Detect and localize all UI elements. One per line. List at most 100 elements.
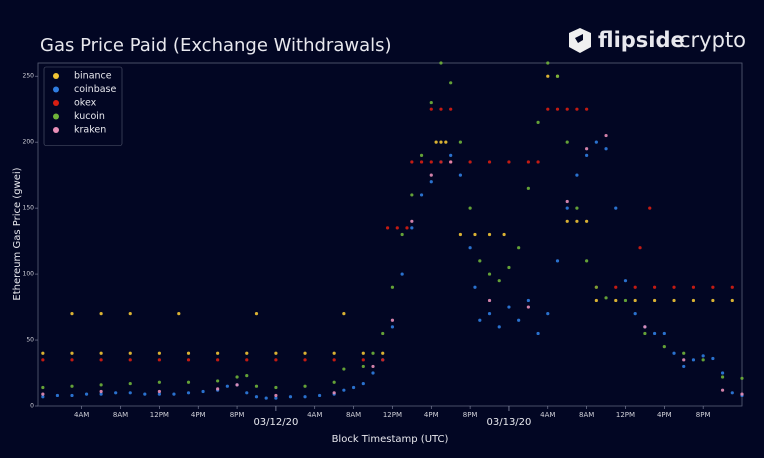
point xyxy=(439,140,443,144)
point xyxy=(585,219,589,223)
point xyxy=(84,392,89,396)
point xyxy=(371,364,375,369)
x-axis-label: Block Timestamp (UTC) xyxy=(332,434,449,445)
point xyxy=(458,140,462,144)
point xyxy=(303,384,307,388)
point xyxy=(478,259,482,263)
point xyxy=(419,153,424,157)
point xyxy=(410,160,414,164)
x-tick-label: 8AM xyxy=(579,411,594,419)
point xyxy=(434,140,438,144)
x-tick-label: 8PM xyxy=(230,411,245,419)
point xyxy=(730,391,734,395)
point xyxy=(70,358,74,362)
point xyxy=(468,246,472,250)
point xyxy=(70,351,74,355)
legend-marker xyxy=(53,73,59,79)
point xyxy=(682,358,686,362)
x-tick-label: 4AM xyxy=(307,411,322,419)
point xyxy=(507,160,511,164)
point xyxy=(381,331,385,336)
point xyxy=(487,232,492,237)
point xyxy=(429,100,433,105)
point xyxy=(186,380,191,384)
point xyxy=(682,364,686,369)
point xyxy=(55,393,60,398)
point xyxy=(672,285,676,289)
point xyxy=(444,140,448,144)
point xyxy=(536,120,540,124)
point xyxy=(410,193,414,197)
point xyxy=(99,383,103,387)
point xyxy=(478,318,482,322)
x-tick-label: 8PM xyxy=(696,411,711,419)
point xyxy=(439,61,443,65)
point xyxy=(361,358,365,362)
point xyxy=(128,358,132,362)
point xyxy=(730,298,734,303)
point xyxy=(711,285,715,289)
point xyxy=(526,305,530,309)
point xyxy=(41,392,45,396)
point xyxy=(633,312,637,316)
point xyxy=(468,206,472,210)
point xyxy=(623,279,628,283)
point xyxy=(633,298,637,303)
point xyxy=(70,312,74,316)
point xyxy=(497,325,501,329)
point xyxy=(172,392,176,396)
y-tick-label: 200 xyxy=(23,139,35,146)
point xyxy=(274,385,278,390)
point xyxy=(429,173,433,177)
point xyxy=(381,358,385,362)
point xyxy=(303,358,307,362)
point xyxy=(565,219,569,223)
point xyxy=(342,388,346,392)
point xyxy=(201,389,205,394)
point xyxy=(614,206,618,210)
x-tick-label: 4PM xyxy=(424,411,439,419)
legend-marker xyxy=(53,86,59,93)
legend-marker xyxy=(53,100,59,106)
point xyxy=(332,391,336,395)
x-tick-label: 8AM xyxy=(346,411,361,419)
point xyxy=(730,285,734,289)
point xyxy=(70,384,74,388)
point xyxy=(371,371,375,375)
point xyxy=(458,173,462,177)
legend-label: kucoin xyxy=(74,111,105,122)
legend-label: kraken xyxy=(74,125,106,136)
point xyxy=(536,331,540,336)
point xyxy=(390,285,395,289)
series-points xyxy=(41,61,744,390)
x-tick-label: 8PM xyxy=(463,411,478,419)
point xyxy=(351,385,356,390)
point xyxy=(157,380,161,384)
legend-label: binance xyxy=(74,71,112,82)
point xyxy=(711,298,715,303)
point xyxy=(565,107,569,111)
point xyxy=(390,325,395,329)
point xyxy=(429,180,433,184)
legend-box xyxy=(43,66,123,146)
series-points xyxy=(41,140,744,400)
point xyxy=(720,371,725,375)
point xyxy=(575,206,579,210)
point xyxy=(449,107,453,111)
point xyxy=(526,186,530,190)
point xyxy=(216,379,220,383)
series-points xyxy=(41,133,744,398)
point xyxy=(216,387,220,391)
point xyxy=(604,133,608,138)
point xyxy=(400,232,404,237)
point xyxy=(473,285,477,289)
point xyxy=(594,298,598,303)
point xyxy=(638,246,642,250)
point xyxy=(410,226,414,230)
point xyxy=(449,153,453,157)
point xyxy=(648,206,652,210)
point xyxy=(623,298,628,303)
plot-frame xyxy=(37,62,743,407)
point xyxy=(517,246,521,250)
point xyxy=(662,331,666,336)
